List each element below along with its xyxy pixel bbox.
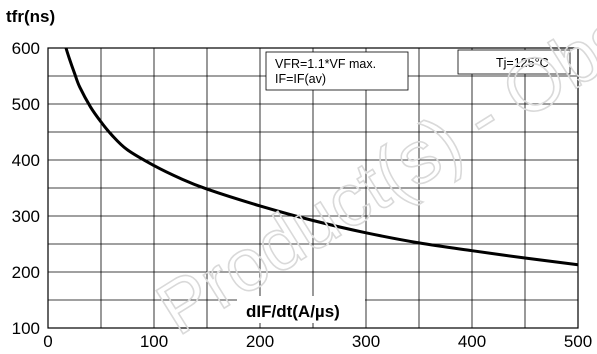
y-tick-labels: 100 200 300 400 500 600 <box>12 39 40 338</box>
x-tick-label: 100 <box>140 332 168 351</box>
plot-border <box>47 47 579 329</box>
y-tick-label: 400 <box>12 151 40 170</box>
x-tick-label: 300 <box>352 332 380 351</box>
conditions-line-2: IF=IF(av) <box>275 72 326 86</box>
x-tick-labels: 0 100 200 300 400 500 <box>43 332 592 351</box>
y-tick-label: 600 <box>12 39 40 58</box>
temperature-annotation-box: Tj=125°C <box>457 49 571 75</box>
plot-frame <box>47 47 579 329</box>
y-tick-label: 100 <box>12 319 40 338</box>
x-tick-label: 0 <box>43 332 52 351</box>
series-line <box>64 47 579 267</box>
y-tick-label: 500 <box>12 95 40 114</box>
y-tick-label: 300 <box>12 207 40 226</box>
x-tick-label: 400 <box>458 332 486 351</box>
x-tick-label: 200 <box>246 332 274 351</box>
x-axis-label: dIF/dt(A/µs) <box>246 302 340 321</box>
temperature-label: Tj=125°C <box>496 56 549 70</box>
y-axis-label: tfr(ns) <box>6 7 55 26</box>
x-axis-label-background <box>237 296 365 323</box>
conditions-annotation-box: VFR=1.1*VF max. IF=IF(av) <box>265 51 409 91</box>
x-tick-label: 500 <box>564 332 592 351</box>
y-tick-label: 200 <box>12 263 40 282</box>
conditions-line-1: VFR=1.1*VF max. <box>275 57 376 71</box>
